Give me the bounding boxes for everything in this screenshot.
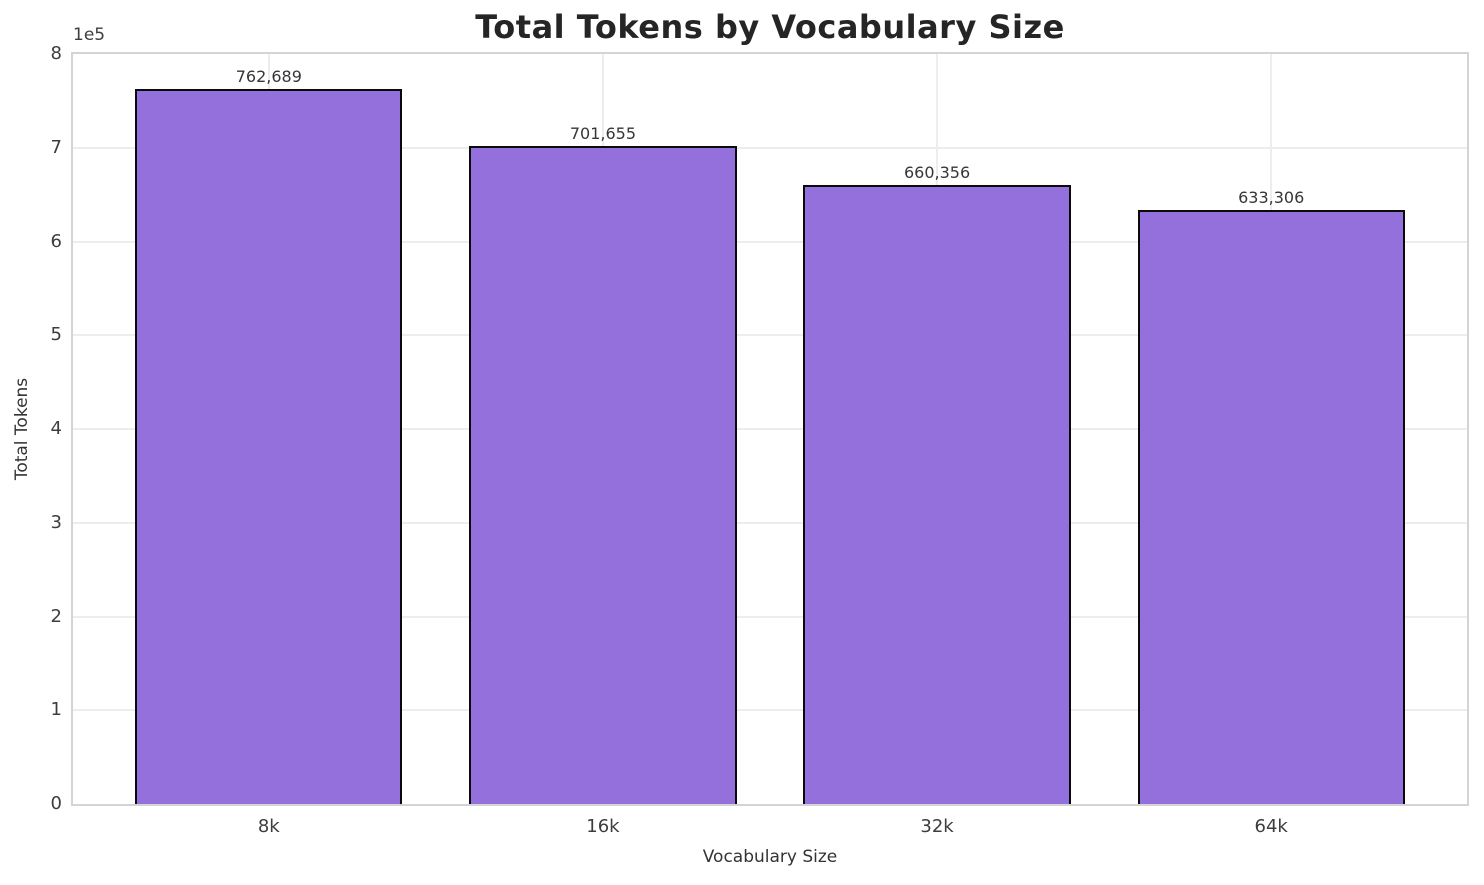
y-tick-label: 4: [50, 418, 62, 439]
y-tick-label: 1: [50, 699, 62, 721]
y-tick-label: 5: [50, 324, 62, 346]
bar-value-label: 633,306: [1238, 188, 1305, 208]
x-tick-label: 32k: [920, 816, 954, 837]
plot-area: 762,689 701,655 660,356 633,306: [71, 52, 1469, 806]
bar-8k: [135, 88, 403, 804]
bar-16k: [469, 146, 737, 804]
y-tick-label: 8: [50, 43, 62, 64]
chart-title: Total Tokens by Vocabulary Size: [475, 8, 1065, 46]
x-tick-label: 8k: [257, 816, 280, 837]
h-gridline: [73, 428, 1467, 430]
h-gridline: [73, 615, 1467, 618]
h-gridline: [73, 146, 1467, 149]
x-tick-label: 16k: [586, 816, 620, 837]
y-tick-label: 7: [50, 136, 62, 158]
y-axis-offset-label: 1e5: [73, 25, 106, 45]
y-tick-label: 0: [50, 793, 62, 814]
y-tick-label: 3: [50, 511, 62, 533]
x-tick-label: 64k: [1254, 816, 1288, 837]
x-axis-label: Vocabulary Size: [702, 847, 838, 867]
bar-value-label: 701,655: [569, 124, 637, 144]
h-gridline: [73, 709, 1467, 712]
h-gridline: [73, 521, 1467, 524]
bar-32k: [803, 184, 1071, 804]
bar-64k: [1137, 210, 1405, 804]
y-tick-label: 2: [50, 605, 62, 627]
bar-value-label: 660,356: [903, 162, 971, 182]
y-tick-label: 6: [50, 230, 62, 252]
h-gridline: [73, 240, 1467, 243]
bar-value-label: 762,689: [235, 66, 302, 86]
h-gridline: [73, 334, 1467, 337]
